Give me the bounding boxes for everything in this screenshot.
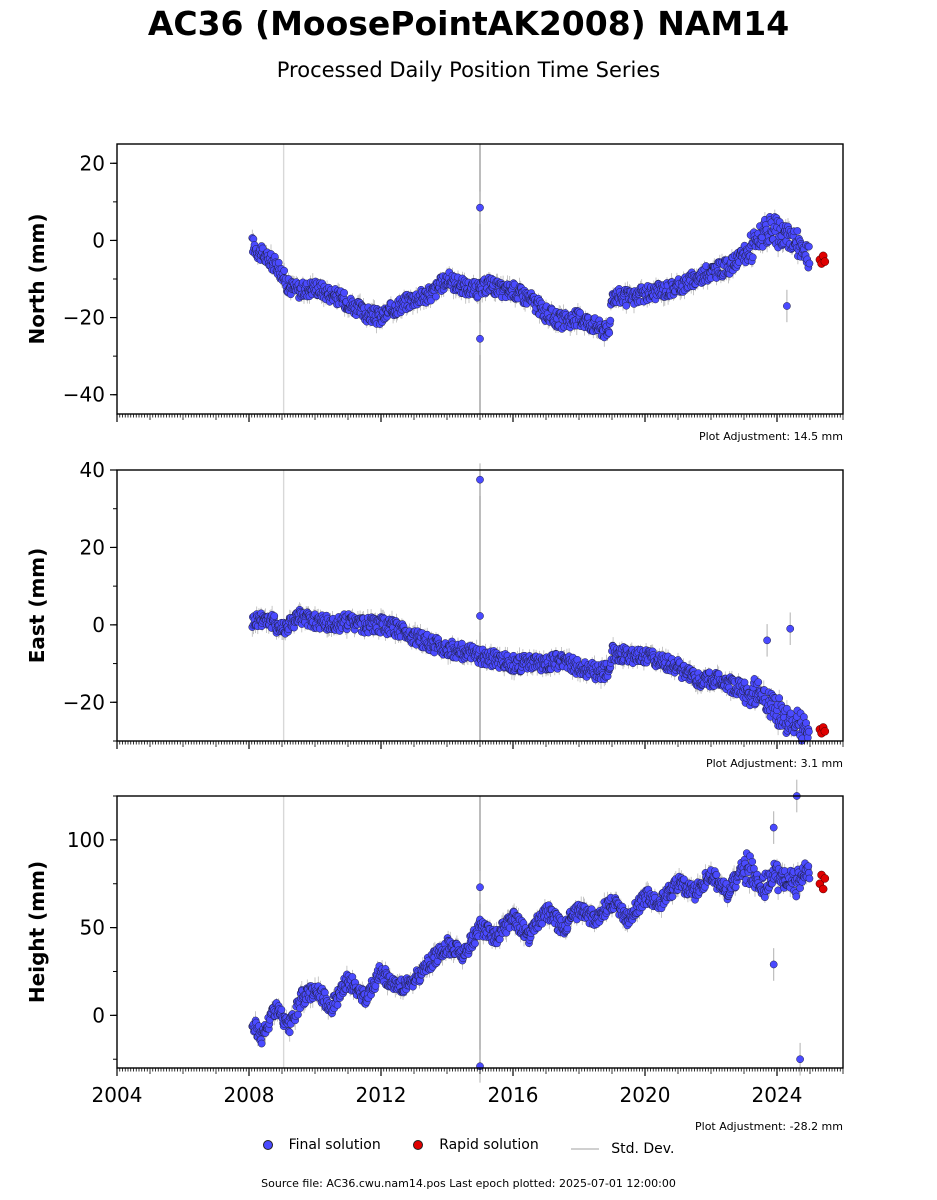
- y-tick-label: −20: [63, 306, 105, 330]
- panel-0: 20 0 −20 −40 North (mm) Plot Adjustment: 14.5…: [25, 143, 844, 443]
- final-point: [748, 253, 757, 262]
- final-point: [606, 316, 615, 325]
- final-outlier: [763, 636, 771, 645]
- final-point: [471, 939, 479, 948]
- y-axis-label: North (mm): [25, 213, 49, 344]
- final-outlier: [476, 203, 484, 212]
- final-point: [793, 227, 802, 235]
- final-point: [805, 727, 813, 736]
- final-point: [805, 259, 814, 268]
- final-point: [257, 1039, 266, 1048]
- final-point: [668, 892, 677, 901]
- final-point: [576, 308, 584, 317]
- final-outlier: [476, 475, 484, 484]
- final-outlier: [786, 624, 795, 633]
- final-point: [280, 266, 289, 275]
- y-tick-label: 0: [92, 613, 105, 637]
- rapid-point: [820, 727, 830, 736]
- y-tick-label: −40: [63, 383, 105, 407]
- y-axis-label: East (mm): [25, 548, 49, 664]
- rapid-point: [820, 257, 830, 266]
- final-point: [712, 870, 721, 879]
- y-tick-label: −20: [63, 690, 105, 714]
- final-point: [622, 301, 631, 310]
- final-point: [333, 1001, 342, 1009]
- final-point: [285, 1028, 294, 1037]
- panel-1: 40 20 0 −20 East (mm) Plot Adjustment: 3.1 mm: [25, 458, 844, 770]
- final-point: [605, 329, 614, 337]
- chart-subtitle: Processed Daily Position Time Series: [276, 58, 661, 82]
- y-tick-label: 0: [92, 228, 105, 252]
- y-tick-label: 20: [80, 535, 105, 559]
- final-point: [754, 678, 763, 686]
- final-point: [340, 288, 348, 297]
- final-point: [775, 694, 784, 702]
- final-point: [432, 292, 440, 301]
- final-outlier: [783, 302, 791, 310]
- final-outlier: [476, 334, 484, 343]
- final-point: [277, 1005, 286, 1014]
- final-outlier: [476, 612, 484, 620]
- plot-adjustment-label: Plot Adjustment: 3.1 mm: [706, 757, 843, 770]
- y-tick-label: 40: [80, 458, 105, 482]
- chart-title: AC36 (MoosePointAK2008) NAM14: [147, 4, 790, 43]
- final-point: [270, 612, 279, 620]
- final-point: [805, 242, 813, 251]
- plot-adjustment-label: Plot Adjustment: 14.5 mm: [699, 430, 843, 443]
- y-tick-label: 20: [80, 151, 105, 175]
